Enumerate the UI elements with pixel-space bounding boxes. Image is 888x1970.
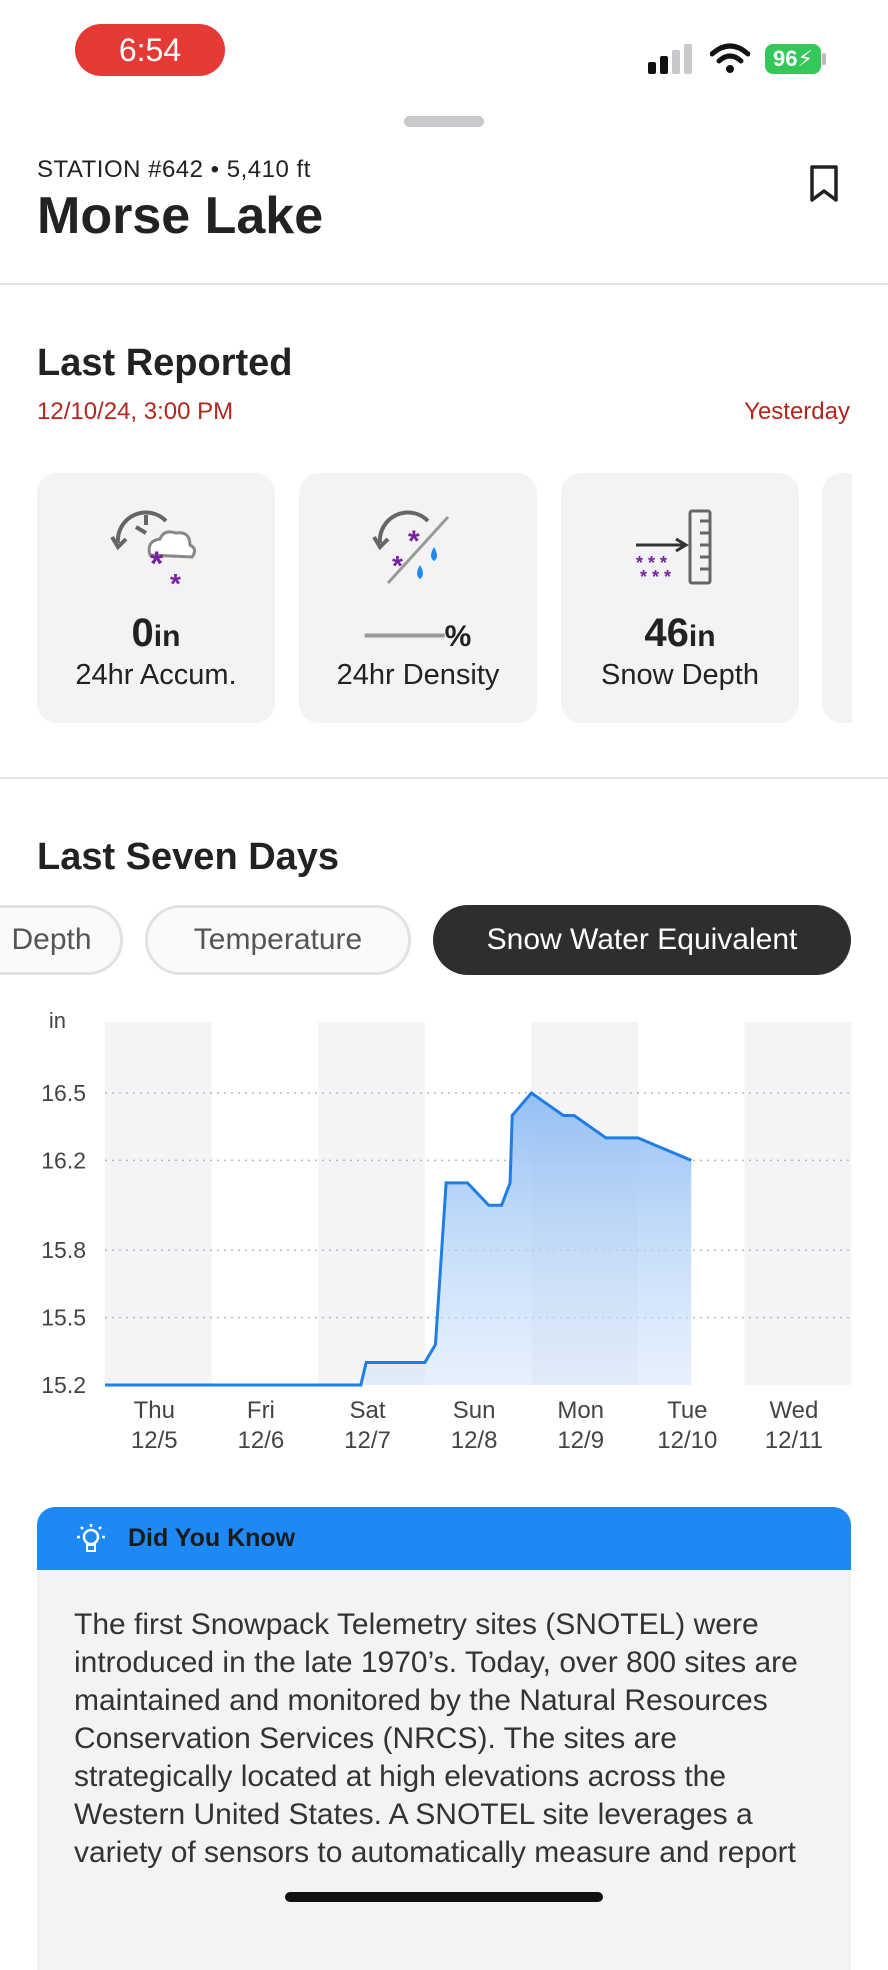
snow-depth-value: 46: [644, 611, 689, 655]
day-band: [318, 1022, 425, 1385]
wifi-icon: [710, 43, 750, 73]
metric-card-snow-depth[interactable]: * * * * * * 46in Snow Depth: [561, 473, 799, 723]
svg-text:*: *: [392, 550, 403, 581]
station-subtitle: STATION #642 • 5,410 ft: [37, 156, 311, 183]
last-reported-datetime: 12/10/24, 3:00 PM: [37, 398, 234, 425]
snow-depth-unit: in: [688, 620, 716, 653]
y-tick-label: 16.5: [41, 1080, 86, 1106]
y-tick-label: 16.2: [41, 1147, 86, 1173]
svg-text:*: *: [170, 568, 181, 593]
svg-text:*: *: [150, 545, 164, 583]
x-tick-date: 12/5: [131, 1427, 178, 1454]
x-tick-date: 12/7: [344, 1427, 391, 1454]
density-value: ——: [364, 611, 445, 655]
battery-indicator: 96 ⚡: [765, 44, 821, 74]
density-label: 24hr Density: [336, 659, 500, 691]
divider: [0, 777, 888, 779]
svg-text:*: *: [408, 525, 420, 558]
metric-card-density[interactable]: * * ——% 24hr Density: [299, 473, 537, 723]
swe-area: [105, 1093, 692, 1385]
charging-bolt-icon: ⚡: [797, 46, 813, 71]
did-you-know-text: The first Snowpack Telemetry sites (SNOT…: [74, 1608, 798, 1869]
battery-tip: [822, 53, 826, 65]
y-tick-label: 15.2: [41, 1372, 86, 1398]
bookmark-icon[interactable]: [806, 164, 842, 204]
x-tick-day: Fri: [247, 1397, 275, 1424]
metric-card-accumulation[interactable]: * * 0in 24hr Accum.: [37, 473, 275, 723]
tab-snow-water-equivalent[interactable]: Snow Water Equivalent: [433, 905, 851, 975]
x-tick-day: Sat: [349, 1397, 385, 1424]
snow-density-icon: * *: [372, 510, 450, 585]
x-tick-date: 12/11: [765, 1427, 823, 1454]
station-title: Morse Lake: [37, 187, 324, 245]
snow-depth-icon: * * * * * *: [636, 509, 712, 587]
accumulation-value: 0: [131, 611, 154, 655]
tab-temperature[interactable]: Temperature: [145, 905, 411, 975]
tab-swe-label: Snow Water Equivalent: [486, 923, 798, 956]
day-band: [105, 1022, 212, 1385]
y-axis-unit: in: [49, 1008, 66, 1033]
density-unit: %: [444, 620, 472, 653]
accumulation-unit: in: [153, 620, 181, 653]
swe-line: [105, 1090, 692, 1387]
metric-tabs: Depth Temperature Snow Water Equivalent: [0, 903, 888, 983]
sheet-grabber[interactable]: [404, 116, 484, 127]
x-tick-day: Wed: [769, 1397, 818, 1424]
svg-text:* * *: * * *: [636, 553, 667, 573]
x-tick-date: 12/6: [238, 1427, 285, 1454]
last-reported-heading: Last Reported: [37, 342, 293, 384]
snow-accumulation-icon: * *: [110, 510, 197, 593]
x-tick-day: Thu: [134, 1397, 175, 1424]
day-band: [744, 1022, 852, 1385]
metric-card-partial[interactable]: [822, 473, 852, 723]
y-tick-label: 15.8: [41, 1237, 86, 1263]
lightbulb-icon: [77, 1524, 105, 1552]
status-time: 6:54: [75, 24, 225, 76]
x-tick-date: 12/9: [557, 1427, 604, 1454]
x-tick-day: Sun: [453, 1397, 496, 1424]
home-indicator[interactable]: [285, 1892, 603, 1902]
seven-days-heading: Last Seven Days: [37, 836, 340, 878]
tab-depth-label: Depth: [11, 923, 92, 956]
x-tick-date: 12/8: [451, 1427, 498, 1454]
tab-depth[interactable]: Depth: [0, 905, 123, 975]
snow-depth-label: Snow Depth: [601, 659, 759, 691]
y-tick-label: 15.5: [41, 1305, 86, 1331]
x-tick-day: Tue: [667, 1397, 707, 1424]
divider: [0, 283, 888, 285]
x-tick-day: Mon: [557, 1397, 604, 1424]
tab-temperature-label: Temperature: [193, 923, 363, 956]
did-you-know-title: Did You Know: [128, 1524, 296, 1552]
last-reported-relative: Yesterday: [744, 398, 850, 425]
svg-text:* * *: * * *: [640, 567, 671, 587]
did-you-know-header: [37, 1507, 851, 1571]
cellular-signal-icon: [648, 44, 692, 74]
did-you-know-body: [37, 1570, 851, 1970]
swe-chart: 16.5 16.2 15.8 15.5 15.2 Thu 12/5 Fri 12/6 Sat 12…: [41, 1008, 852, 1454]
accumulation-label: 24hr Accum.: [75, 659, 237, 691]
x-tick-date: 12/10: [657, 1427, 717, 1454]
